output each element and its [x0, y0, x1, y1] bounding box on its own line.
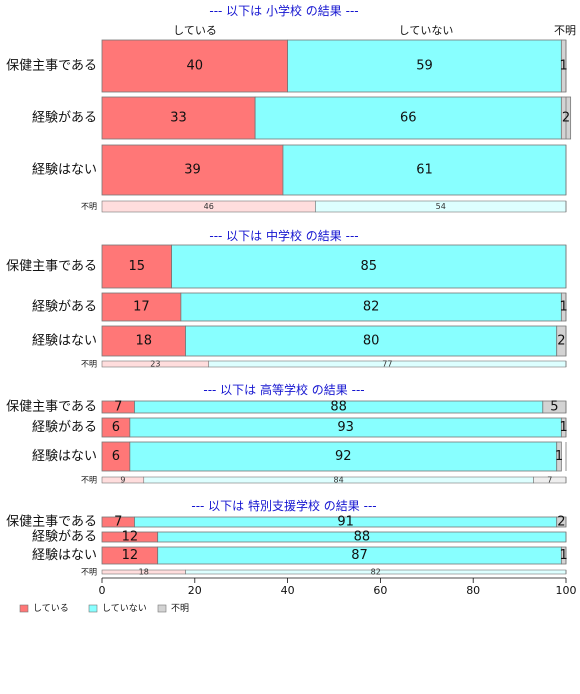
legend-label-s: している	[33, 603, 69, 614]
x-axis: 0 20 40 60 80 100	[99, 577, 577, 597]
bar-value-0-2-n: 61	[416, 163, 433, 178]
bar-value-2-1-u: 1	[560, 420, 568, 435]
row-label-0-2: 経験はない	[32, 163, 97, 178]
bar-1-0-s	[101, 244, 172, 289]
row-label-3-2: 経験はない	[32, 548, 97, 563]
bar-0-0-s	[101, 39, 289, 93]
bar-value-1-1-u: 1	[560, 300, 568, 315]
bar-2-2-n	[129, 441, 558, 472]
row-label-1-1: 経験がある	[32, 300, 97, 315]
bar-value-0-1-u: 2	[562, 111, 570, 126]
bar-0-1-s	[101, 96, 256, 140]
bar-value-3-1-s: 12	[122, 530, 139, 545]
bar-value-2-2-n: 92	[335, 449, 352, 464]
bar-1-1-n	[180, 292, 562, 322]
legend-swatch-s	[19, 604, 29, 613]
bar-value-1-3-s: 23	[150, 360, 160, 369]
panel-title-0: --- 以下は 小学校 の結果 ---	[209, 3, 358, 18]
bar-value-0-0-n: 59	[416, 59, 433, 74]
bars-layer	[101, 39, 572, 575]
x-tick-label-20: 20	[188, 584, 202, 597]
bar-value-3-3-s: 18	[139, 568, 149, 577]
labels-layer: している していない 不明--- 以下は 小学校 の結果 ---保健主事である 40 5…	[6, 3, 576, 577]
bar-value-1-1-n: 82	[363, 300, 380, 315]
bar-0-1-n	[254, 96, 562, 140]
bar-value-2-2-u: 1	[555, 449, 563, 464]
x-tick-label-0: 0	[99, 584, 106, 597]
bar-value-0-3-s: 46	[204, 202, 214, 211]
bar-value-3-0-u: 2	[557, 515, 565, 530]
bar-value-1-2-s: 18	[135, 334, 152, 349]
column-label-1: していない	[399, 24, 454, 37]
bar-value-3-0-n: 91	[337, 515, 354, 530]
bar-value-3-0-s: 7	[114, 515, 122, 530]
bar-value-3-2-u: 1	[560, 548, 568, 563]
bar-value-0-1-n: 66	[400, 111, 417, 126]
bar-value-3-1-n: 88	[354, 530, 371, 545]
bar-2-2-u	[556, 441, 562, 472]
bar-1-1-s	[101, 292, 182, 322]
bar-value-2-0-n: 88	[330, 400, 347, 415]
row-label-2-2: 経験はない	[32, 449, 97, 464]
bar-value-2-0-u: 5	[550, 400, 558, 415]
column-label-0: している	[173, 24, 217, 37]
bar-value-1-0-n: 85	[361, 259, 378, 274]
row-label-0-1: 経験がある	[32, 111, 97, 126]
bar-value-2-3-n: 84	[334, 476, 344, 485]
row-label-1-3: 不明	[81, 360, 97, 369]
row-label-3-3: 不明	[81, 568, 97, 577]
bar-value-1-0-s: 15	[129, 259, 146, 274]
bar-value-1-3-n: 77	[382, 360, 392, 369]
bar-value-2-3-u: 7	[547, 476, 552, 485]
row-label-2-1: 経験がある	[32, 420, 97, 435]
legend-label-n: していない	[102, 603, 147, 614]
bar-value-2-1-n: 93	[337, 420, 354, 435]
row-label-1-2: 経験はない	[32, 334, 97, 349]
bar-value-2-0-s: 7	[114, 400, 122, 415]
bar-value-1-2-n: 80	[363, 334, 380, 349]
bar-value-0-2-s: 39	[184, 163, 201, 178]
row-label-3-0: 保健主事である	[6, 515, 97, 530]
panel-title-1: --- 以下は 中学校 の結果 ---	[209, 228, 358, 243]
bar-value-2-2-s: 6	[112, 449, 120, 464]
bar-value-1-1-s: 17	[133, 300, 150, 315]
bar-value-3-2-n: 87	[351, 548, 368, 563]
bar-1-2-n	[185, 325, 558, 357]
bar-value-0-3-n: 54	[436, 202, 446, 211]
legend: している していない 不明	[19, 603, 189, 614]
bar-value-2-3-s: 9	[120, 476, 125, 485]
row-label-0-3: 不明	[81, 202, 97, 211]
panel-title-3: --- 以下は 特別支援学校 の結果 ---	[191, 498, 376, 513]
x-tick-label-60: 60	[373, 584, 387, 597]
bar-value-3-2-s: 12	[122, 548, 139, 563]
bar-value-2-1-s: 6	[112, 420, 120, 435]
row-label-1-0: 保健主事である	[6, 259, 97, 274]
legend-label-u: 不明	[171, 603, 189, 614]
bar-value-0-0-u: 1	[560, 59, 568, 74]
legend-swatch-n	[88, 604, 98, 613]
column-label-2: 不明	[554, 24, 576, 37]
row-label-2-3: 不明	[81, 476, 97, 485]
bar-value-0-0-s: 40	[187, 59, 204, 74]
row-label-0-0: 保健主事である	[6, 59, 97, 74]
bar-1-0-n	[171, 244, 567, 289]
bar-value-1-2-u: 2	[557, 334, 565, 349]
bar-0-2-s	[101, 144, 284, 196]
bar-value-0-1-s: 33	[170, 111, 187, 126]
bar-1-2-s	[101, 325, 186, 357]
bar-value-3-3-n: 82	[371, 568, 381, 577]
row-label-2-0: 保健主事である	[6, 400, 97, 415]
x-tick-label-100: 100	[556, 584, 577, 597]
x-tick-label-80: 80	[466, 584, 480, 597]
x-tick-label-40: 40	[281, 584, 295, 597]
row-label-3-1: 経験がある	[32, 530, 97, 545]
bar-0-0-n	[287, 39, 562, 93]
legend-swatch-u	[157, 604, 167, 613]
panel-title-2: --- 以下は 高等学校 の結果 ---	[203, 382, 364, 397]
